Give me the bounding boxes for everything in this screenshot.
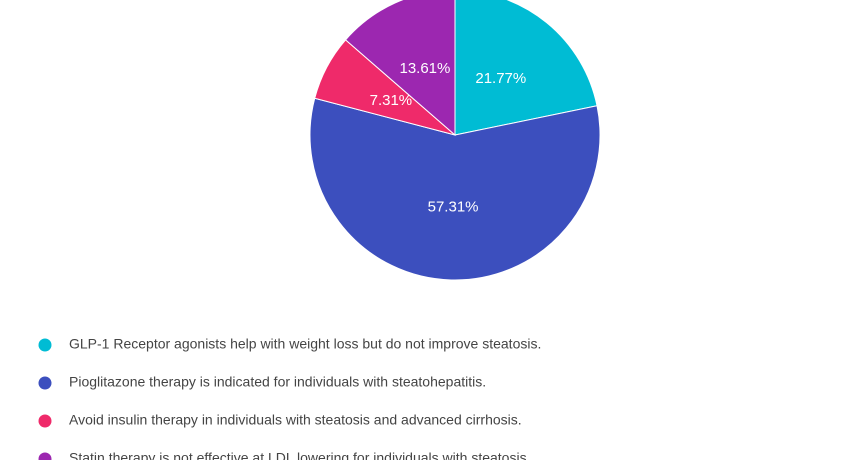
pie-slice <box>309 97 601 281</box>
legend-label: Pioglitazone therapy is indicated for in… <box>69 374 486 390</box>
pie-slice <box>454 0 598 136</box>
pie-slice <box>344 0 456 137</box>
slice-label: 21.77% <box>475 70 526 87</box>
legend-label: Avoid insulin therapy in individuals wit… <box>69 412 522 428</box>
slice-label: 7.31% <box>370 92 413 109</box>
slice-label: 57.31% <box>428 198 479 215</box>
legend-marker <box>38 452 52 460</box>
legend-label: GLP-1 Receptor agonists help with weight… <box>69 336 541 352</box>
legend-marker <box>38 338 52 352</box>
legend-marker <box>38 414 52 428</box>
legend-marker <box>38 376 52 390</box>
slice-label: 13.61% <box>399 60 450 77</box>
legend-label: Statin therapy is not effective at LDL l… <box>69 450 530 460</box>
